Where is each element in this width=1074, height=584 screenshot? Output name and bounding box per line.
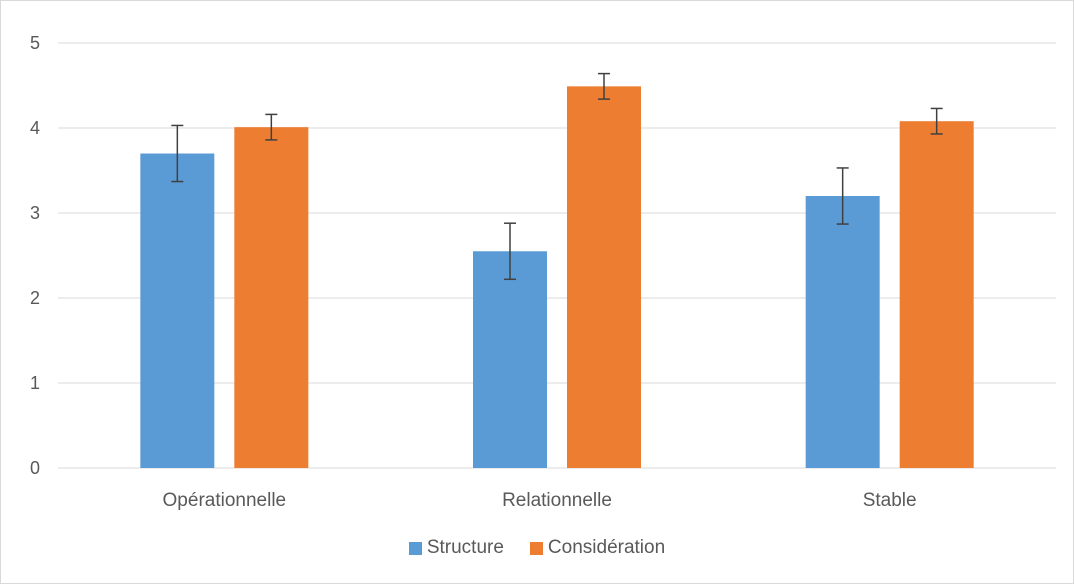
y-axis-tick-labels: 0 1 2 3 4 5	[30, 33, 40, 478]
y-tick-label-5: 5	[30, 33, 40, 53]
legend-label-structure: Structure	[426, 537, 504, 558]
error-bar-consideration-1	[265, 113, 278, 141]
bar-structure-2	[473, 251, 547, 468]
x-tick-label-1: Opérationnelle	[163, 490, 287, 511]
bar-structure-1	[140, 153, 215, 468]
y-tick-label-4: 4	[30, 118, 40, 138]
error-bar-structure-3	[836, 167, 849, 225]
y-tick-label-0: 0	[30, 458, 40, 478]
y-tick-label-1: 1	[30, 373, 40, 393]
legend-label-consideration: Considération	[547, 537, 666, 558]
error-bar-structure-1	[171, 124, 184, 183]
y-tick-label-2: 2	[30, 288, 40, 308]
y-tick-label-3: 3	[30, 203, 40, 223]
legend-item-structure: Structure	[408, 537, 504, 559]
error-bar-structure-2	[504, 222, 516, 281]
x-axis-tick-labels: Opérationnelle Relationnelle Stable	[163, 490, 917, 511]
legend: Structure Considération	[0, 537, 1074, 559]
x-tick-label-2: Relationnelle	[502, 490, 612, 511]
x-tick-label-3: Stable	[863, 490, 917, 511]
gridlines	[58, 42, 1056, 469]
error-bar-consideration-2	[598, 72, 610, 100]
legend-item-consideration: Considération	[529, 537, 666, 559]
bar-structure-3	[805, 196, 880, 468]
legend-swatch-structure	[408, 541, 422, 555]
error-bar-consideration-3	[930, 107, 943, 135]
bars	[140, 86, 974, 469]
bar-consideration-1	[234, 127, 309, 469]
error-bars	[171, 72, 943, 281]
bar-consideration-2	[567, 86, 641, 468]
legend-swatch-consideration	[529, 541, 543, 555]
bar-consideration-3	[899, 121, 974, 468]
